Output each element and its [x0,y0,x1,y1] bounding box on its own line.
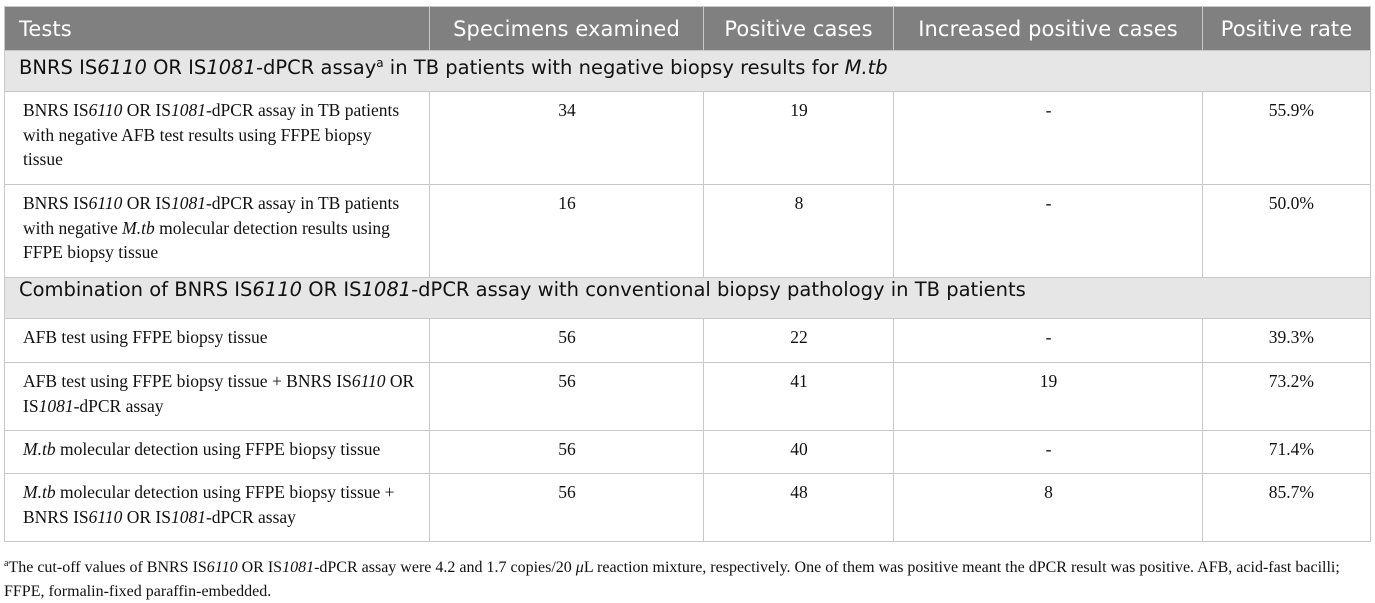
table-row: BNRS IS6110 OR IS1081-dPCR assay in TB p… [4,91,1371,185]
positive-cell: 40 [703,430,894,474]
row-label: AFB test using FFPE biopsy tissue + BNRS… [4,362,430,431]
increased-cell: 19 [893,362,1203,431]
section-row-combination: Combination of BNRS IS6110 OR IS1081-dPC… [4,277,1371,319]
increased-cell: - [893,91,1203,185]
specimens-cell: 56 [429,430,704,474]
row-label: AFB test using FFPE biopsy tissue [4,318,430,363]
header-positive-cases: Positive cases [703,6,894,51]
results-table: Tests Specimens examined Positive cases … [4,6,1371,542]
rate-cell: 73.2% [1202,362,1371,431]
footnote-marker: a [376,56,384,70]
positive-cell: 8 [703,184,894,278]
header-specimens-examined: Specimens examined [429,6,704,51]
section-title: BNRS IS6110 OR IS1081-dPCR assaya in TB … [4,50,1371,92]
rate-cell: 39.3% [1202,318,1371,363]
section-title: Combination of BNRS IS6110 OR IS1081-dPC… [4,277,1371,319]
table-row: AFB test using FFPE biopsy tissue 56 22 … [4,318,1371,363]
rate-cell: 71.4% [1202,430,1371,474]
rate-cell: 55.9% [1202,91,1371,185]
section-row-negative-biopsy: BNRS IS6110 OR IS1081-dPCR assaya in TB … [4,50,1371,92]
specimens-cell: 34 [429,91,704,185]
header-positive-rate: Positive rate [1202,6,1371,51]
row-label: BNRS IS6110 OR IS1081-dPCR assay in TB p… [4,91,430,185]
specimens-cell: 56 [429,362,704,431]
table-row: M.tb molecular detection using FFPE biop… [4,430,1371,474]
increased-cell: - [893,184,1203,278]
row-label: M.tb molecular detection using FFPE biop… [4,473,430,542]
table-row: AFB test using FFPE biopsy tissue + BNRS… [4,362,1371,431]
positive-cell: 48 [703,473,894,542]
header-increased-positive-cases: Increased positive cases [893,6,1203,51]
header-row: Tests Specimens examined Positive cases … [4,6,1371,51]
footnote-marker: a [4,558,9,569]
positive-cell: 19 [703,91,894,185]
row-label: BNRS IS6110 OR IS1081-dPCR assay in TB p… [4,184,430,278]
increased-cell: - [893,318,1203,363]
table-row: BNRS IS6110 OR IS1081-dPCR assay in TB p… [4,184,1371,278]
results-table-container: Tests Specimens examined Positive cases … [4,6,1371,542]
specimens-cell: 16 [429,184,704,278]
rate-cell: 85.7% [1202,473,1371,542]
specimens-cell: 56 [429,318,704,363]
header-tests: Tests [4,6,430,51]
increased-cell: - [893,430,1203,474]
specimens-cell: 56 [429,473,704,542]
table-row: M.tb molecular detection using FFPE biop… [4,473,1371,542]
row-label: M.tb molecular detection using FFPE biop… [4,430,430,474]
positive-cell: 22 [703,318,894,363]
increased-cell: 8 [893,473,1203,542]
table-footnote: aThe cut-off values of BNRS IS6110 OR IS… [4,558,1340,600]
rate-cell: 50.0% [1202,184,1371,278]
positive-cell: 41 [703,362,894,431]
